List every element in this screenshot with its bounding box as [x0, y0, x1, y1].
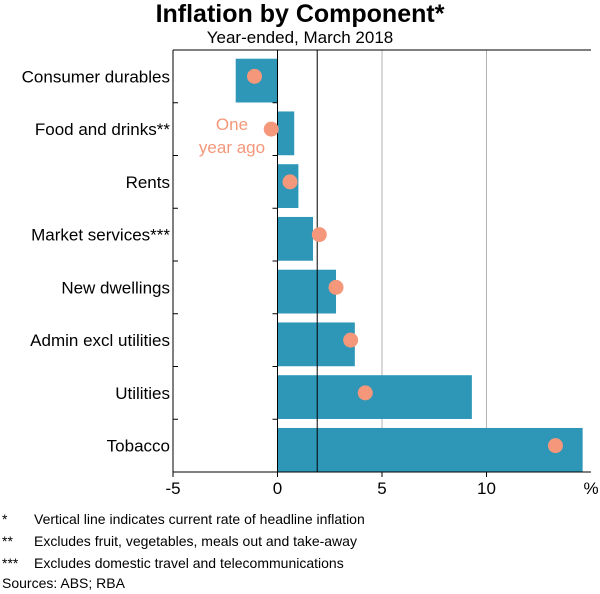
chart-subtitle: Year-ended, March 2018 [206, 28, 394, 47]
one-year-ago-dot [263, 121, 279, 137]
footnote-1: * Vertical line indicates current rate o… [2, 508, 365, 530]
bar [277, 322, 355, 367]
x-tick-label: -5 [165, 479, 180, 498]
one-year-ago-dot [343, 332, 359, 348]
annotation-line-1: One [216, 115, 248, 134]
category-label: Utilities [115, 384, 170, 403]
chart-canvas: -5 0 5 10 % Consumer durables Food and drinks*… [22, 49, 599, 498]
bar [277, 111, 295, 156]
category-label: Rents [126, 173, 170, 192]
bar [277, 269, 337, 314]
footnote-mark: * [2, 511, 8, 527]
chart-title: Inflation by Component* [155, 0, 445, 28]
footnote-text: Excludes fruit, vegetables, meals out an… [34, 533, 357, 549]
bar [277, 216, 314, 261]
one-year-ago-dot [357, 385, 373, 401]
one-year-ago-dot [282, 174, 298, 190]
x-tick-label: 0 [273, 479, 282, 498]
category-label: Consumer durables [22, 67, 170, 86]
footnote-text: Excludes domestic travel and telecommuni… [34, 555, 344, 571]
category-label: Admin excl utilities [30, 331, 170, 350]
footnotes: * Vertical line indicates current rate o… [2, 508, 365, 574]
x-unit-label: % [583, 479, 598, 498]
sources: Sources: ABS; RBA [2, 575, 125, 591]
one-year-ago-dot [547, 438, 563, 454]
footnote-2: ** Excludes fruit, vegetables, meals out… [2, 530, 365, 552]
one-year-ago-dot [328, 279, 344, 295]
x-tick-label: 5 [377, 479, 386, 498]
annotation-line-2: year ago [199, 138, 265, 157]
bar [277, 375, 472, 419]
one-year-ago-dot [311, 227, 327, 243]
one-year-ago-dot [247, 68, 263, 84]
category-label: Market services*** [31, 226, 170, 245]
bar [277, 427, 583, 472]
category-label: New dwellings [61, 278, 170, 297]
x-tick-label: 10 [477, 479, 496, 498]
footnote-mark: *** [2, 555, 19, 571]
category-label: Food and drinks** [35, 120, 171, 139]
footnote-text: Vertical line indicates current rate of … [34, 511, 365, 527]
footnote-3: *** Excludes domestic travel and telecom… [2, 552, 365, 574]
footnote-mark: ** [2, 533, 13, 549]
category-label: Tobacco [107, 437, 170, 456]
